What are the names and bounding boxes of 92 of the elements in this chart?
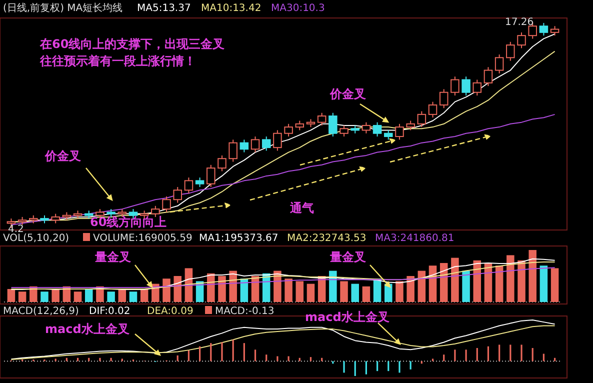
bar	[306, 284, 315, 302]
bar	[462, 270, 470, 302]
candlestick	[550, 26, 560, 36]
bar	[418, 270, 426, 302]
bar	[284, 278, 292, 302]
candlestick	[184, 177, 194, 194]
candlestick	[417, 110, 426, 128]
candlestick	[472, 79, 482, 96]
bar	[18, 292, 26, 302]
text: MA1:195373.67	[199, 233, 278, 244]
bar	[107, 292, 115, 302]
candlestick	[51, 213, 60, 224]
candlestick	[240, 139, 249, 153]
bar	[140, 289, 148, 302]
candlestick	[284, 123, 293, 138]
candlestick	[218, 154, 226, 172]
bar	[162, 278, 170, 302]
candlestick	[295, 120, 304, 131]
annotation: 价金叉	[44, 149, 81, 163]
bar	[540, 266, 548, 302]
bar	[550, 268, 559, 302]
bar	[351, 284, 359, 302]
candlestick	[195, 177, 204, 188]
bar	[406, 276, 414, 302]
bar	[129, 292, 138, 302]
annotation: 4.2	[8, 224, 24, 235]
bar	[84, 289, 93, 302]
annotation: 量金叉	[329, 250, 366, 264]
chart-title: VOL(5,10,20)	[3, 233, 70, 244]
candlestick	[372, 122, 382, 138]
candlestick	[450, 76, 460, 96]
bar	[451, 258, 459, 302]
candlestick	[206, 164, 216, 188]
annotation: macd水上金叉	[45, 322, 130, 336]
candlestick	[317, 112, 326, 126]
bar	[229, 270, 237, 302]
candlestick	[328, 112, 338, 138]
candlestick	[273, 130, 282, 152]
candlestick	[250, 136, 260, 153]
candlestick	[173, 186, 182, 204]
annotation: macd水上金叉	[305, 310, 390, 324]
bar	[174, 276, 182, 302]
text: DIF:0.02	[89, 306, 130, 317]
annotation: 17.26	[505, 17, 534, 28]
candlestick	[228, 139, 238, 162]
text: MA5:13.37	[137, 3, 191, 14]
bar	[52, 289, 60, 302]
candlestick	[439, 88, 448, 109]
annotation: 量金叉	[94, 250, 131, 264]
candlestick	[539, 22, 548, 36]
candlestick	[484, 66, 493, 87]
text: MA2:232743.53	[287, 233, 366, 244]
bar	[396, 281, 404, 302]
annotation: 60线方向向上	[90, 215, 167, 229]
legend-label: VOLUME:169005.59	[93, 233, 192, 244]
bar	[495, 266, 504, 302]
bar	[40, 292, 48, 302]
chart-title: MACD(12,26,9)	[3, 306, 80, 317]
bar	[7, 289, 16, 302]
candlestick	[384, 130, 393, 140]
candlestick	[428, 101, 438, 118]
candlestick	[517, 32, 526, 49]
text: MA10:13.42	[201, 3, 262, 14]
candlestick	[494, 54, 504, 74]
text: DEA:0.09	[147, 306, 194, 317]
candlestick	[395, 123, 404, 140]
bar	[74, 292, 82, 302]
chart-title: (日线,前复权) MA短长均线	[3, 2, 123, 14]
bar	[506, 255, 514, 302]
text: MA30:10.3	[271, 3, 325, 14]
bar	[296, 281, 304, 302]
annotation: 价金叉	[329, 87, 366, 101]
candlestick	[262, 136, 271, 152]
legend-label: MACD:-0.13	[215, 306, 274, 317]
candlestick	[406, 120, 415, 131]
bar	[340, 281, 348, 302]
candlestick	[362, 122, 371, 134]
candlestick	[462, 76, 470, 96]
annotation: 往往预示着有一段上涨行情！	[39, 54, 196, 68]
bar	[329, 270, 337, 302]
bar	[218, 276, 226, 302]
text: MA3:241860.81	[375, 233, 454, 244]
annotation: 在60线向上的支撑下，出现三金叉	[39, 37, 225, 51]
bar	[528, 250, 536, 302]
candlestick	[162, 196, 171, 213]
candlestick	[151, 205, 160, 218]
candlestick	[340, 124, 348, 138]
annotation: 通气	[289, 201, 314, 215]
bar	[362, 286, 370, 302]
bar	[518, 260, 526, 302]
bar	[484, 263, 492, 302]
candlestick	[506, 41, 515, 62]
